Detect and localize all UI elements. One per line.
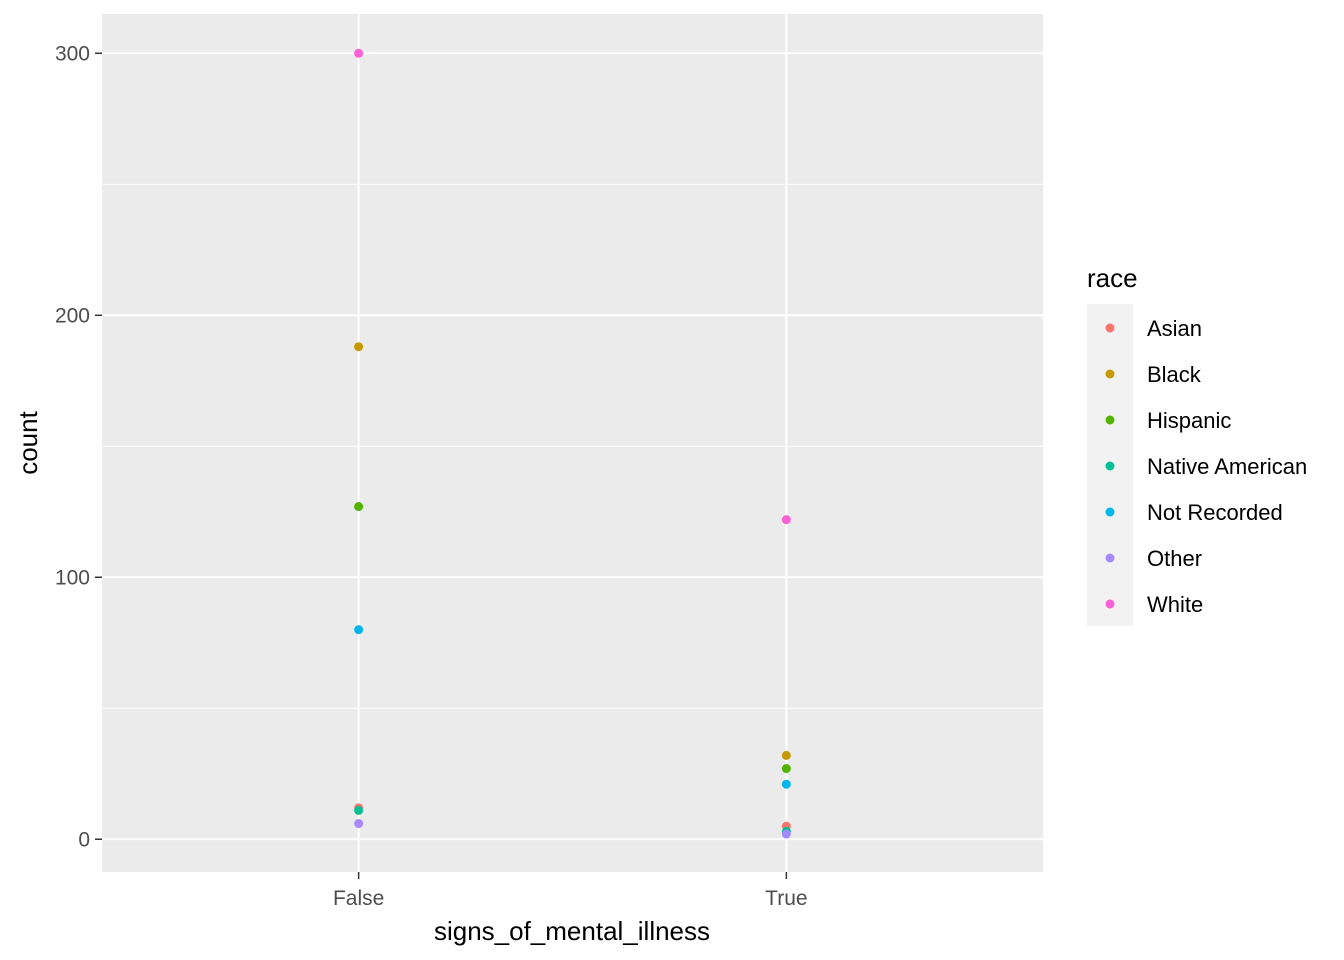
data-point-white: [354, 48, 364, 58]
data-point-not-recorded: [781, 779, 791, 789]
data-point-other: [354, 819, 364, 829]
y-tick-label: 0: [78, 828, 90, 851]
data-point-black: [354, 342, 364, 352]
legend-label-other: Other: [1147, 546, 1202, 571]
data-point-black: [781, 750, 791, 760]
data-point-not-recorded: [354, 625, 364, 635]
y-axis-ticks: 0 100 200 300: [55, 42, 102, 851]
legend-label-white: White: [1147, 592, 1203, 617]
y-tick-label: 300: [55, 42, 90, 65]
y-tick-label: 100: [55, 566, 90, 589]
legend-key-not-recorded: [1105, 507, 1115, 517]
legend-key-hispanic: [1105, 415, 1115, 425]
y-axis-title: count: [13, 410, 43, 474]
legend-key-native-american: [1105, 461, 1115, 471]
major-gridlines: [102, 14, 1043, 872]
legend-label-not-recorded: Not Recorded: [1147, 500, 1283, 525]
data-point-white: [781, 515, 791, 525]
legend-key-white: [1105, 599, 1115, 609]
data-point-native-american: [354, 805, 364, 815]
x-axis-ticks: False True: [333, 872, 808, 910]
legend-key-other: [1105, 553, 1115, 563]
data-points: [354, 48, 791, 839]
y-tick-label: 200: [55, 304, 90, 327]
minor-gridlines: [102, 183, 1043, 709]
plot-panel: [102, 14, 1043, 872]
legend-title: race: [1087, 263, 1138, 293]
data-point-other: [781, 829, 791, 839]
legend-key-asian: [1105, 323, 1115, 333]
x-tick-label: False: [333, 887, 384, 910]
x-tick-label: True: [765, 887, 807, 910]
legend-key-black: [1105, 369, 1115, 379]
legend-label-black: Black: [1147, 362, 1202, 387]
legend: race Asian Black Hispanic Native American No…: [1087, 263, 1307, 626]
legend-label-native-american: Native American: [1147, 454, 1307, 479]
data-point-hispanic: [781, 764, 791, 774]
legend-label-asian: Asian: [1147, 316, 1202, 341]
legend-label-hispanic: Hispanic: [1147, 408, 1231, 433]
data-point-hispanic: [354, 502, 364, 512]
x-axis-title: signs_of_mental_illness: [434, 916, 710, 946]
